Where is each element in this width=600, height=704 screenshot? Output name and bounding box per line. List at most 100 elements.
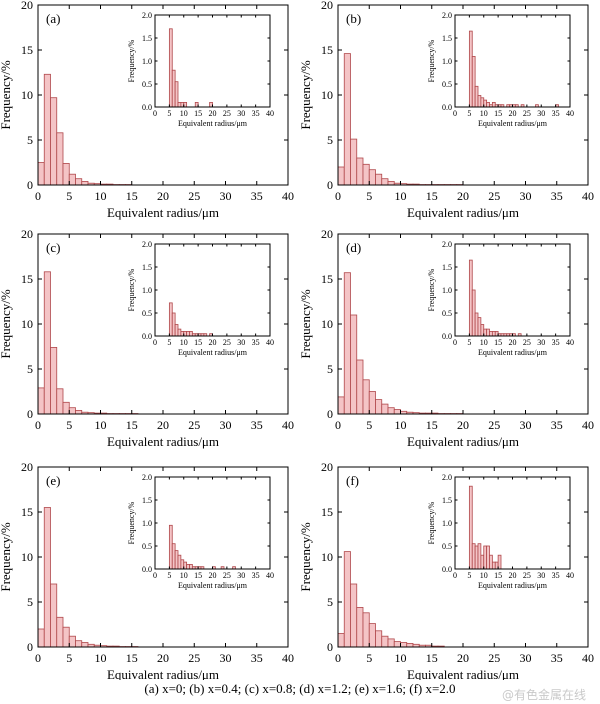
panel-f-inset-ytick-label: 1.5: [442, 496, 452, 505]
panel-a-inset-bar: [168, 28, 173, 108]
panel-c-ytick-label: 0: [27, 407, 33, 421]
panel-a-xtick-label: 15: [126, 189, 138, 203]
panel-d-bar: [368, 391, 376, 415]
panel-b-inset-xtick-label: 35: [552, 109, 560, 118]
panel-f-xtick-label: 35: [551, 651, 563, 665]
panel-f-ytick-label: 15: [321, 505, 333, 519]
panel-f-xtick-label: 25: [488, 651, 500, 665]
panel-b-xtick-label: 5: [366, 189, 372, 203]
panel-f-inset-ytick-label: 2.0: [442, 473, 452, 482]
panel-a-bar: [50, 97, 58, 186]
panel-f-bar: [406, 643, 414, 648]
panel-e-inset-bar: [177, 554, 182, 570]
panel-b-xtick-label: 0: [335, 189, 341, 203]
panel-e-ytick-label: 5: [27, 595, 33, 609]
panel-c-xtick-label: 40: [282, 418, 294, 432]
panel-e-xtick-label: 5: [66, 651, 72, 665]
panel-d-xtick-label: 5: [366, 418, 372, 432]
panel-b-inset-xlabel: Equivalent radius/μm: [478, 119, 548, 128]
panel-d-bar: [350, 314, 358, 415]
panel-f-bar: [350, 583, 358, 648]
panel-d-ytick-label: 10: [321, 317, 333, 331]
panel-a-bar: [81, 180, 89, 186]
panel-c-bar: [43, 271, 51, 415]
panel-f-inset-xtick-label: 20: [509, 571, 517, 580]
panel-b-xtick-label: 15: [426, 189, 438, 203]
panel-b-inset-ytick-label: 1.5: [442, 34, 452, 43]
panel-b-inset-bar: [477, 95, 482, 108]
panel-f-ylabel: Frequency/%: [298, 522, 313, 591]
panel-e-inset: 0 5 10 15 20 25 30 35 40 0.0 0.5 1.0 1.5 2.0 Equivalen…: [127, 473, 274, 590]
panel-c-ytick-label: 20: [21, 227, 33, 241]
panel-e-xtick-label: 40: [282, 651, 294, 665]
panel-e-bar: [68, 635, 76, 648]
panel-e-ytick-label: 20: [21, 460, 33, 474]
panel-d-inset-xtick-label: 10: [480, 338, 488, 347]
panel-d-inset-ylabel: Frequency/%: [427, 268, 436, 311]
panel-a-xtick-label: 30: [220, 189, 232, 203]
panel-a-ytick-label: 20: [21, 0, 33, 12]
panel-b-inset: 0 5 10 15 20 25 30 35 40 0.0 0.5 1.0 1.5 2.0 Equivalen…: [427, 11, 574, 128]
panel-b-bar: [343, 53, 351, 186]
panel-a-inset-xtick-label: 35: [252, 109, 260, 118]
panel-d-inset: 0 5 10 15 20 25 30 35 40 0.0 0.5 1.0 1.5 2.0 Equivalen…: [427, 240, 574, 357]
panel-b-ytick-label: 5: [327, 133, 333, 147]
panel-e-xtick-label: 15: [126, 651, 138, 665]
panel-e-inset-xtick-label: 0: [153, 571, 157, 580]
panel-e-bar: [75, 640, 83, 648]
panel-b-inset-xtick-label: 15: [494, 109, 502, 118]
panel-b-ylabel: Frequency/%: [298, 60, 313, 129]
panel-a-inset-xtick-label: 0: [153, 109, 157, 118]
figure: 0 5 10 15 20 25 30 35 40 0 5 10 15 20 Equivalent radiu…: [0, 0, 594, 680]
panel-c-inset-xtick-label: 10: [180, 338, 188, 347]
panel-e-bar: [62, 626, 70, 648]
panel-c-bar: [62, 401, 70, 415]
panel-a-inset-xtick-label: 5: [167, 109, 171, 118]
panel-d-inset-ytick-label: 0.5: [442, 309, 452, 318]
panel-a-inset-bar: [174, 81, 179, 108]
panel-c-bar: [50, 346, 58, 415]
panel-a-xtick-label: 35: [251, 189, 263, 203]
panel-c-inset-xtick-label: 30: [237, 338, 245, 347]
panel-e-bar: [56, 616, 64, 648]
panel-a-inset-xtick-label: 30: [237, 109, 245, 118]
panel-b-inset-ytick-label: 2.0: [442, 11, 452, 20]
panel-f-inset-xtick-label: 5: [467, 571, 471, 580]
panel-d-inset-xtick-label: 40: [566, 338, 574, 347]
panel-f-inset-bar: [468, 485, 473, 570]
panel-b-inset-bar: [468, 30, 473, 108]
panel-d-inset-xtick-label: 0: [453, 338, 457, 347]
panel-d-inset-bar: [468, 259, 473, 337]
panel-a-xtick-label: 25: [188, 189, 200, 203]
panel-b-bar: [381, 178, 389, 186]
panel-c-xtick-label: 10: [95, 418, 107, 432]
panel-b-inset-bar: [471, 56, 476, 108]
panel-e-bar: [37, 628, 45, 648]
panel-d-inset-bar: [489, 330, 493, 337]
panel-f-xtick-label: 20: [457, 651, 469, 665]
panel-d-inset-xtick-label: 15: [494, 338, 502, 347]
panel-d-xtick-label: 35: [551, 418, 563, 432]
panel-f-xtick-label: 0: [335, 651, 341, 665]
panel-c-bar: [68, 407, 76, 415]
watermark: @有色金属在线: [501, 688, 586, 702]
panel-d-xlabel: Equivalent radius/μm: [407, 434, 519, 449]
panel-b-bar: [337, 166, 345, 186]
panel-e-bar: [43, 507, 51, 648]
panel-e-bar: [81, 642, 89, 648]
panel-d-inset-ytick-label: 1.5: [442, 263, 452, 272]
panel-e-inset-xtick-label: 40: [266, 571, 274, 580]
panel-c-xtick-label: 20: [157, 418, 169, 432]
panel-a-inset-bar: [171, 69, 176, 108]
panel-e-ytick-label: 15: [21, 505, 33, 519]
panel-f-bar: [337, 633, 345, 648]
panel-d-xtick-label: 20: [457, 418, 469, 432]
panel-a-inset-ytick-label: 0.5: [142, 80, 152, 89]
panel-c-ytick-label: 15: [21, 272, 33, 286]
panel-a-inset-ytick-label: 2.0: [142, 11, 152, 20]
panel-b-ytick-label: 10: [321, 88, 333, 102]
